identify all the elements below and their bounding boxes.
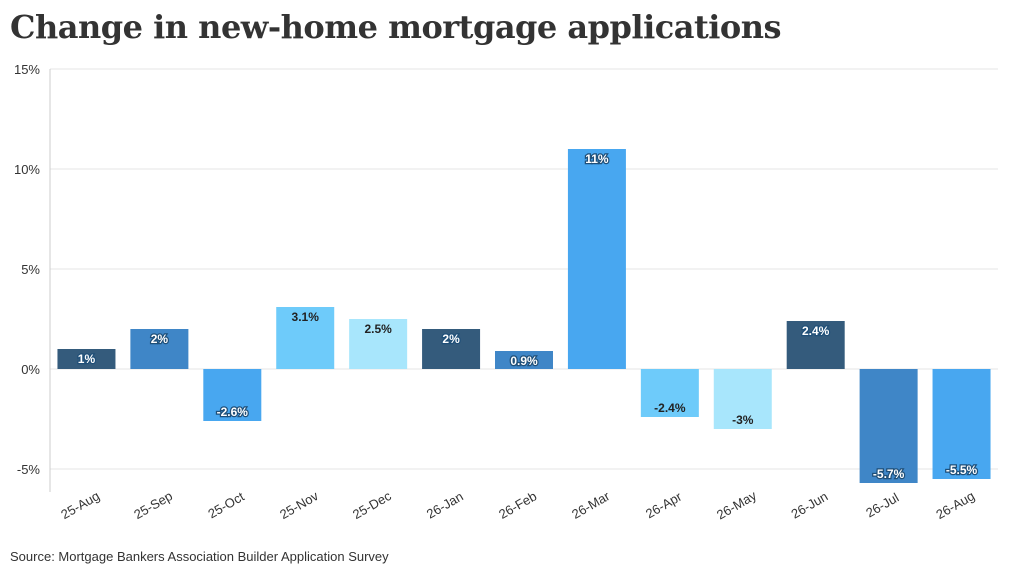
bar-26-Jun <box>786 321 845 369</box>
bar-25-Sep <box>130 329 189 369</box>
data-label: -5.7% <box>873 467 905 481</box>
bar-26-Aug <box>932 369 991 479</box>
y-tick-label: 5% <box>21 262 40 277</box>
bar-26-Apr <box>640 369 699 417</box>
bar-26-Mar <box>567 149 626 369</box>
chart-title: Change in new-home mortgage applications <box>10 8 782 46</box>
x-tick-label: 26-Feb <box>496 488 539 522</box>
x-tick-label: 26-Aug <box>933 488 977 522</box>
data-label: -2.4% <box>654 401 686 415</box>
x-tick-label: 25-Nov <box>277 488 321 522</box>
x-tick-label: 26-Jun <box>788 489 830 522</box>
x-tick-label: 25-Sep <box>131 488 175 522</box>
x-tick-label: 26-May <box>714 488 759 523</box>
x-tick-label: 25-Oct <box>205 489 247 522</box>
data-label: 0.9% <box>510 354 538 368</box>
x-tick-label: 26-Jul <box>863 490 901 521</box>
x-tick-label: 25-Aug <box>58 488 102 522</box>
bar-25-Nov <box>276 307 335 369</box>
data-label: -3% <box>732 413 754 427</box>
data-label: 3.1% <box>292 310 320 324</box>
x-tick-label: 26-Mar <box>569 488 613 522</box>
bar-26-Jul <box>859 369 918 483</box>
data-label: 2.5% <box>364 322 392 336</box>
bar-25-Aug <box>57 349 116 369</box>
bar-26-Feb <box>495 351 553 369</box>
data-label: 2.4% <box>802 324 830 338</box>
bar-26-May <box>713 369 772 429</box>
data-label: 2% <box>442 332 460 346</box>
y-tick-label: 0% <box>21 362 40 377</box>
y-tick-label: -5% <box>17 462 41 477</box>
bar-26-Jan <box>422 329 481 369</box>
bar-25-Oct <box>203 369 262 421</box>
data-label: -5.5% <box>946 463 978 477</box>
bar-25-Dec <box>349 319 408 369</box>
data-label: 2% <box>151 332 169 346</box>
data-label: -2.6% <box>217 405 249 419</box>
y-tick-label: 15% <box>14 62 40 77</box>
source-note: Source: Mortgage Bankers Association Bui… <box>10 549 389 564</box>
x-tick-label: 25-Dec <box>350 488 394 522</box>
data-label: 1% <box>78 352 96 366</box>
x-tick-label: 26-Jan <box>424 489 466 522</box>
y-tick-label: 10% <box>14 162 40 177</box>
x-tick-label: 26-Apr <box>643 489 685 522</box>
data-label: 11% <box>585 152 609 166</box>
